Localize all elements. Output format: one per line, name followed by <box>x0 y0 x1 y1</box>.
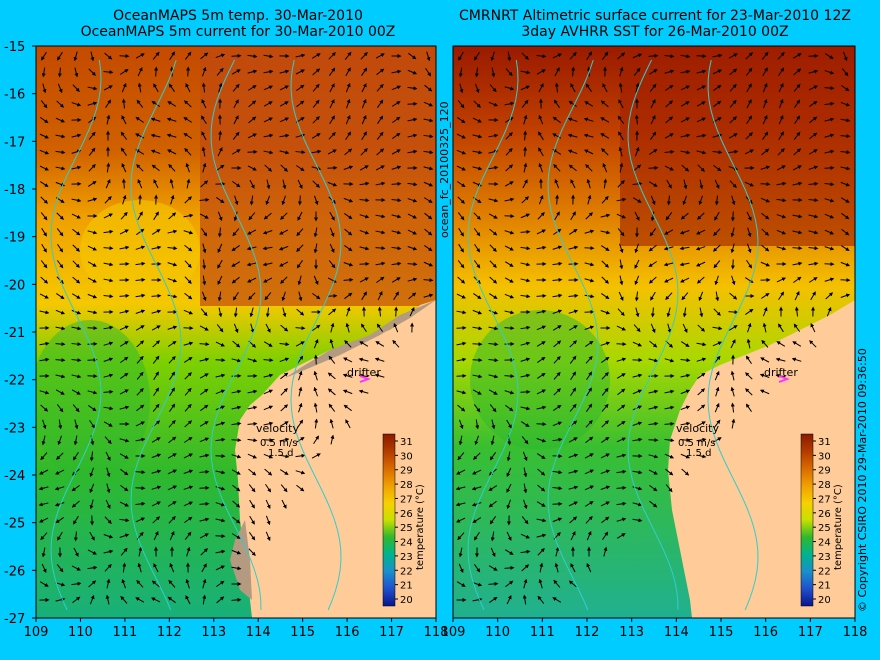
left-x-tick-label: 117 <box>379 625 404 640</box>
right-colorbar <box>800 433 814 607</box>
right-x-tick-label: 117 <box>798 625 823 640</box>
right-x-tick-label: 114 <box>664 625 689 640</box>
y-tick-label: -23 <box>4 421 25 436</box>
left-current-arrows <box>38 51 434 611</box>
left-x-tick-label: 115 <box>290 625 315 640</box>
colorbar-tick-label: 23 <box>400 552 413 563</box>
colorbar-tick-label: 30 <box>818 451 831 462</box>
colorbar-tick-label: 31 <box>818 437 831 448</box>
left-drifter-label: drifter <box>347 366 381 379</box>
right-velocity-label: velocity <box>676 422 719 435</box>
right-velocity-scale: 0.5 m/s <box>678 438 715 449</box>
right-title: CMRNRT Altimetric surface current for 23… <box>455 8 855 40</box>
right-title-line2: 3day AVHRR SST for 26-Mar-2010 00Z <box>521 24 789 40</box>
right-velocity-days: 1.5 d <box>686 448 711 459</box>
colorbar-tick-label: 20 <box>400 595 413 606</box>
left-title-line1: OceanMAPS 5m temp. 30-Mar-2010 <box>113 8 363 24</box>
colorbar-tick-label: 23 <box>818 552 831 563</box>
left-x-tick-label: 111 <box>112 625 137 640</box>
colorbar-tick-label: 29 <box>400 466 413 477</box>
right-x-tick-label: 116 <box>753 625 778 640</box>
y-tick-label: -25 <box>4 517 25 532</box>
left-x-tick-label: 118 <box>424 625 449 640</box>
colorbar-tick-label: 21 <box>400 581 413 592</box>
right-drifter-icon <box>778 375 790 383</box>
y-tick-label: -15 <box>4 40 25 55</box>
colorbar-tick-label: 22 <box>818 566 831 577</box>
y-tick-label: -20 <box>4 278 25 293</box>
y-tick-label: -26 <box>4 564 25 579</box>
left-map <box>36 46 436 618</box>
left-velocity-label: velocity <box>256 422 299 435</box>
y-tick-label: -16 <box>4 88 25 103</box>
y-tick-label: -24 <box>4 469 25 484</box>
right-current-arrows <box>455 51 851 611</box>
left-x-tick-label: 110 <box>68 625 93 640</box>
left-velocity-scale: 0.5 m/s <box>260 438 297 449</box>
colorbar-tick-label: 25 <box>818 523 831 534</box>
colorbar-tick-label: 20 <box>818 595 831 606</box>
right-x-tick-label: 112 <box>575 625 600 640</box>
right-colorbar-title: temperature (°C) <box>833 484 844 570</box>
y-tick-label: -22 <box>4 374 25 389</box>
right-x-tick-label: 115 <box>709 625 734 640</box>
colorbar-tick-label: 24 <box>818 538 831 549</box>
y-tick-label: -18 <box>4 183 25 198</box>
left-title: OceanMAPS 5m temp. 30-Mar-2010 OceanMAPS… <box>40 8 436 40</box>
colorbar-tick-label: 22 <box>400 566 413 577</box>
y-tick-label: -17 <box>4 135 25 150</box>
left-velocity-days: 1.5 d <box>268 448 293 459</box>
left-x-tick-label: 112 <box>157 625 182 640</box>
left-colorbar-title: temperature (°C) <box>415 484 426 570</box>
right-drifter-label: drifter <box>764 366 798 379</box>
colorbar-tick-label: 21 <box>818 581 831 592</box>
right-x-tick-label: 113 <box>619 625 644 640</box>
right-x-tick-label: 118 <box>843 625 868 640</box>
left-x-tick-label: 114 <box>246 625 271 640</box>
left-colorbar <box>382 433 396 607</box>
y-tick-label: -19 <box>4 231 25 246</box>
right-x-tick-label: 111 <box>530 625 555 640</box>
colorbar-ticks: 31 30 29 28 27 26 25 24 23 22 21 20 31 30 29 28 27 26 25 24… <box>395 437 831 606</box>
y-tick-label: -27 <box>4 612 25 627</box>
colorbar-tick-label: 31 <box>400 437 413 448</box>
copyright-label: © Copyright CSIRO 2010 29-Mar-2010 09:36… <box>856 348 869 612</box>
y-tick-label: -21 <box>4 326 25 341</box>
colorbar-tick-label: 24 <box>400 538 413 549</box>
right-map <box>453 46 855 618</box>
colorbar-tick-label: 26 <box>400 509 413 520</box>
left-x-tick-label: 116 <box>335 625 360 640</box>
colorbar-tick-label: 27 <box>818 494 831 505</box>
left-x-tick-label: 109 <box>24 625 49 640</box>
left-x-tick-label: 113 <box>201 625 226 640</box>
right-title-line1: CMRNRT Altimetric surface current for 23… <box>459 8 851 24</box>
colorbar-tick-label: 30 <box>400 451 413 462</box>
left-title-line2: OceanMAPS 5m current for 30-Mar-2010 00Z <box>80 24 396 40</box>
run-id-label: ocean_fc_20100325_120 <box>438 101 451 238</box>
colorbar-tick-label: 29 <box>818 466 831 477</box>
right-x-tick-label: 109 <box>441 625 466 640</box>
left-drifter-icon <box>359 375 371 383</box>
colorbar-tick-label: 27 <box>400 494 413 505</box>
colorbar-tick-label: 26 <box>818 509 831 520</box>
right-x-tick-label: 110 <box>485 625 510 640</box>
colorbar-tick-label: 25 <box>400 523 413 534</box>
colorbar-tick-label: 28 <box>400 480 413 491</box>
colorbar-tick-label: 28 <box>818 480 831 491</box>
